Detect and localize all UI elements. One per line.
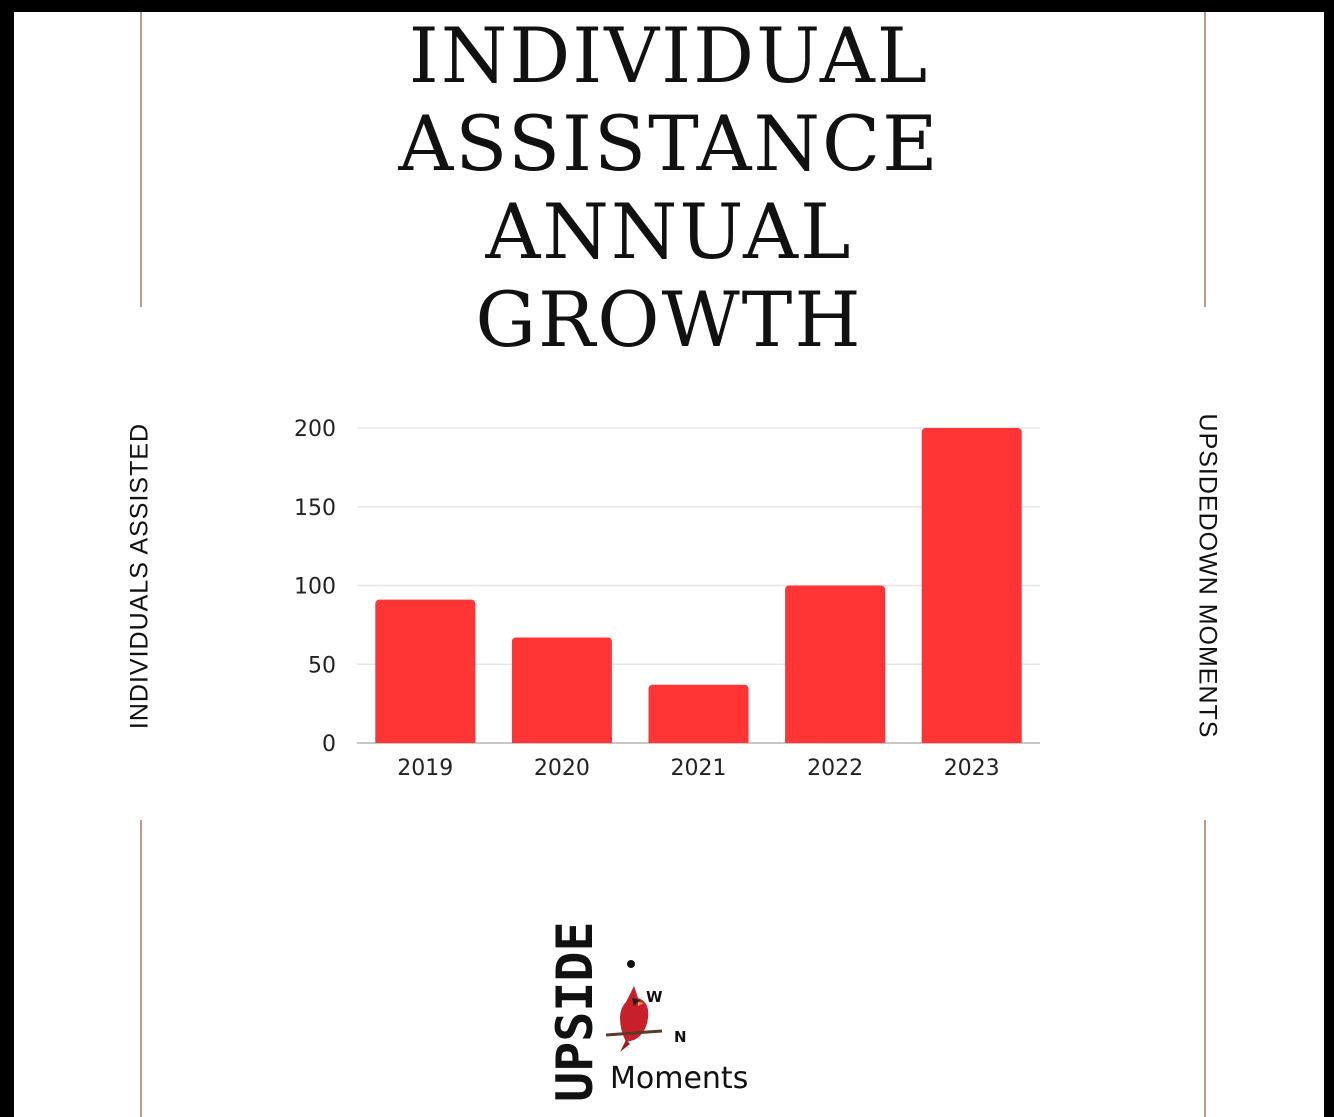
x-tick-label: 2020 (534, 756, 590, 781)
x-tick-label: 2023 (944, 756, 1000, 781)
bar-chart: 0 50 100 150 200 2019 2020 2021 2022 2023 (294, 417, 1040, 781)
x-tick-label: 2021 (671, 756, 727, 781)
bar (648, 684, 749, 743)
bar-base (375, 737, 476, 743)
page-title: INDIVIDUAL ASSISTANCE ANNUAL GROWTH (244, 12, 1094, 364)
cardinal-bird-icon (605, 986, 663, 1052)
title-line-1: INDIVIDUAL (408, 12, 930, 100)
bar-base (921, 737, 1022, 743)
bar-base (785, 737, 886, 743)
x-tick-label: 2022 (807, 756, 863, 781)
left-divider-bottom (140, 820, 142, 1117)
bar (785, 585, 886, 743)
right-divider-bottom (1204, 820, 1206, 1117)
bar-base (511, 737, 612, 743)
y-tick-label: 0 (322, 732, 336, 757)
y-tick-label: 200 (294, 417, 336, 442)
title-line-2: ASSISTANCE (398, 99, 940, 188)
y-tick-label: 100 (294, 575, 336, 600)
right-divider-top (1204, 12, 1206, 307)
left-divider-top (140, 12, 142, 307)
bar (375, 599, 476, 743)
logo-letter-n: N (674, 1028, 687, 1046)
title-line-4: GROWTH (475, 275, 863, 364)
x-tick-label: 2019 (397, 756, 453, 781)
bar-base (648, 737, 749, 743)
logo-letter-w: W (646, 988, 663, 1006)
logo-script-word: Moments (610, 1061, 748, 1096)
title-line-3: ANNUAL (485, 187, 853, 276)
upside-down-moments-logo: UPSIDE W N Moments (546, 921, 748, 1102)
bar (511, 637, 612, 743)
y-tick-label: 50 (308, 653, 336, 678)
logo-letter-o-mark (627, 960, 635, 968)
logo-vertical-word: UPSIDE (546, 921, 604, 1102)
bar (921, 428, 1022, 743)
infographic-page: INDIVIDUAL ASSISTANCE ANNUAL GROWTH INDI… (14, 12, 1324, 1117)
y-tick-label: 150 (294, 496, 336, 521)
